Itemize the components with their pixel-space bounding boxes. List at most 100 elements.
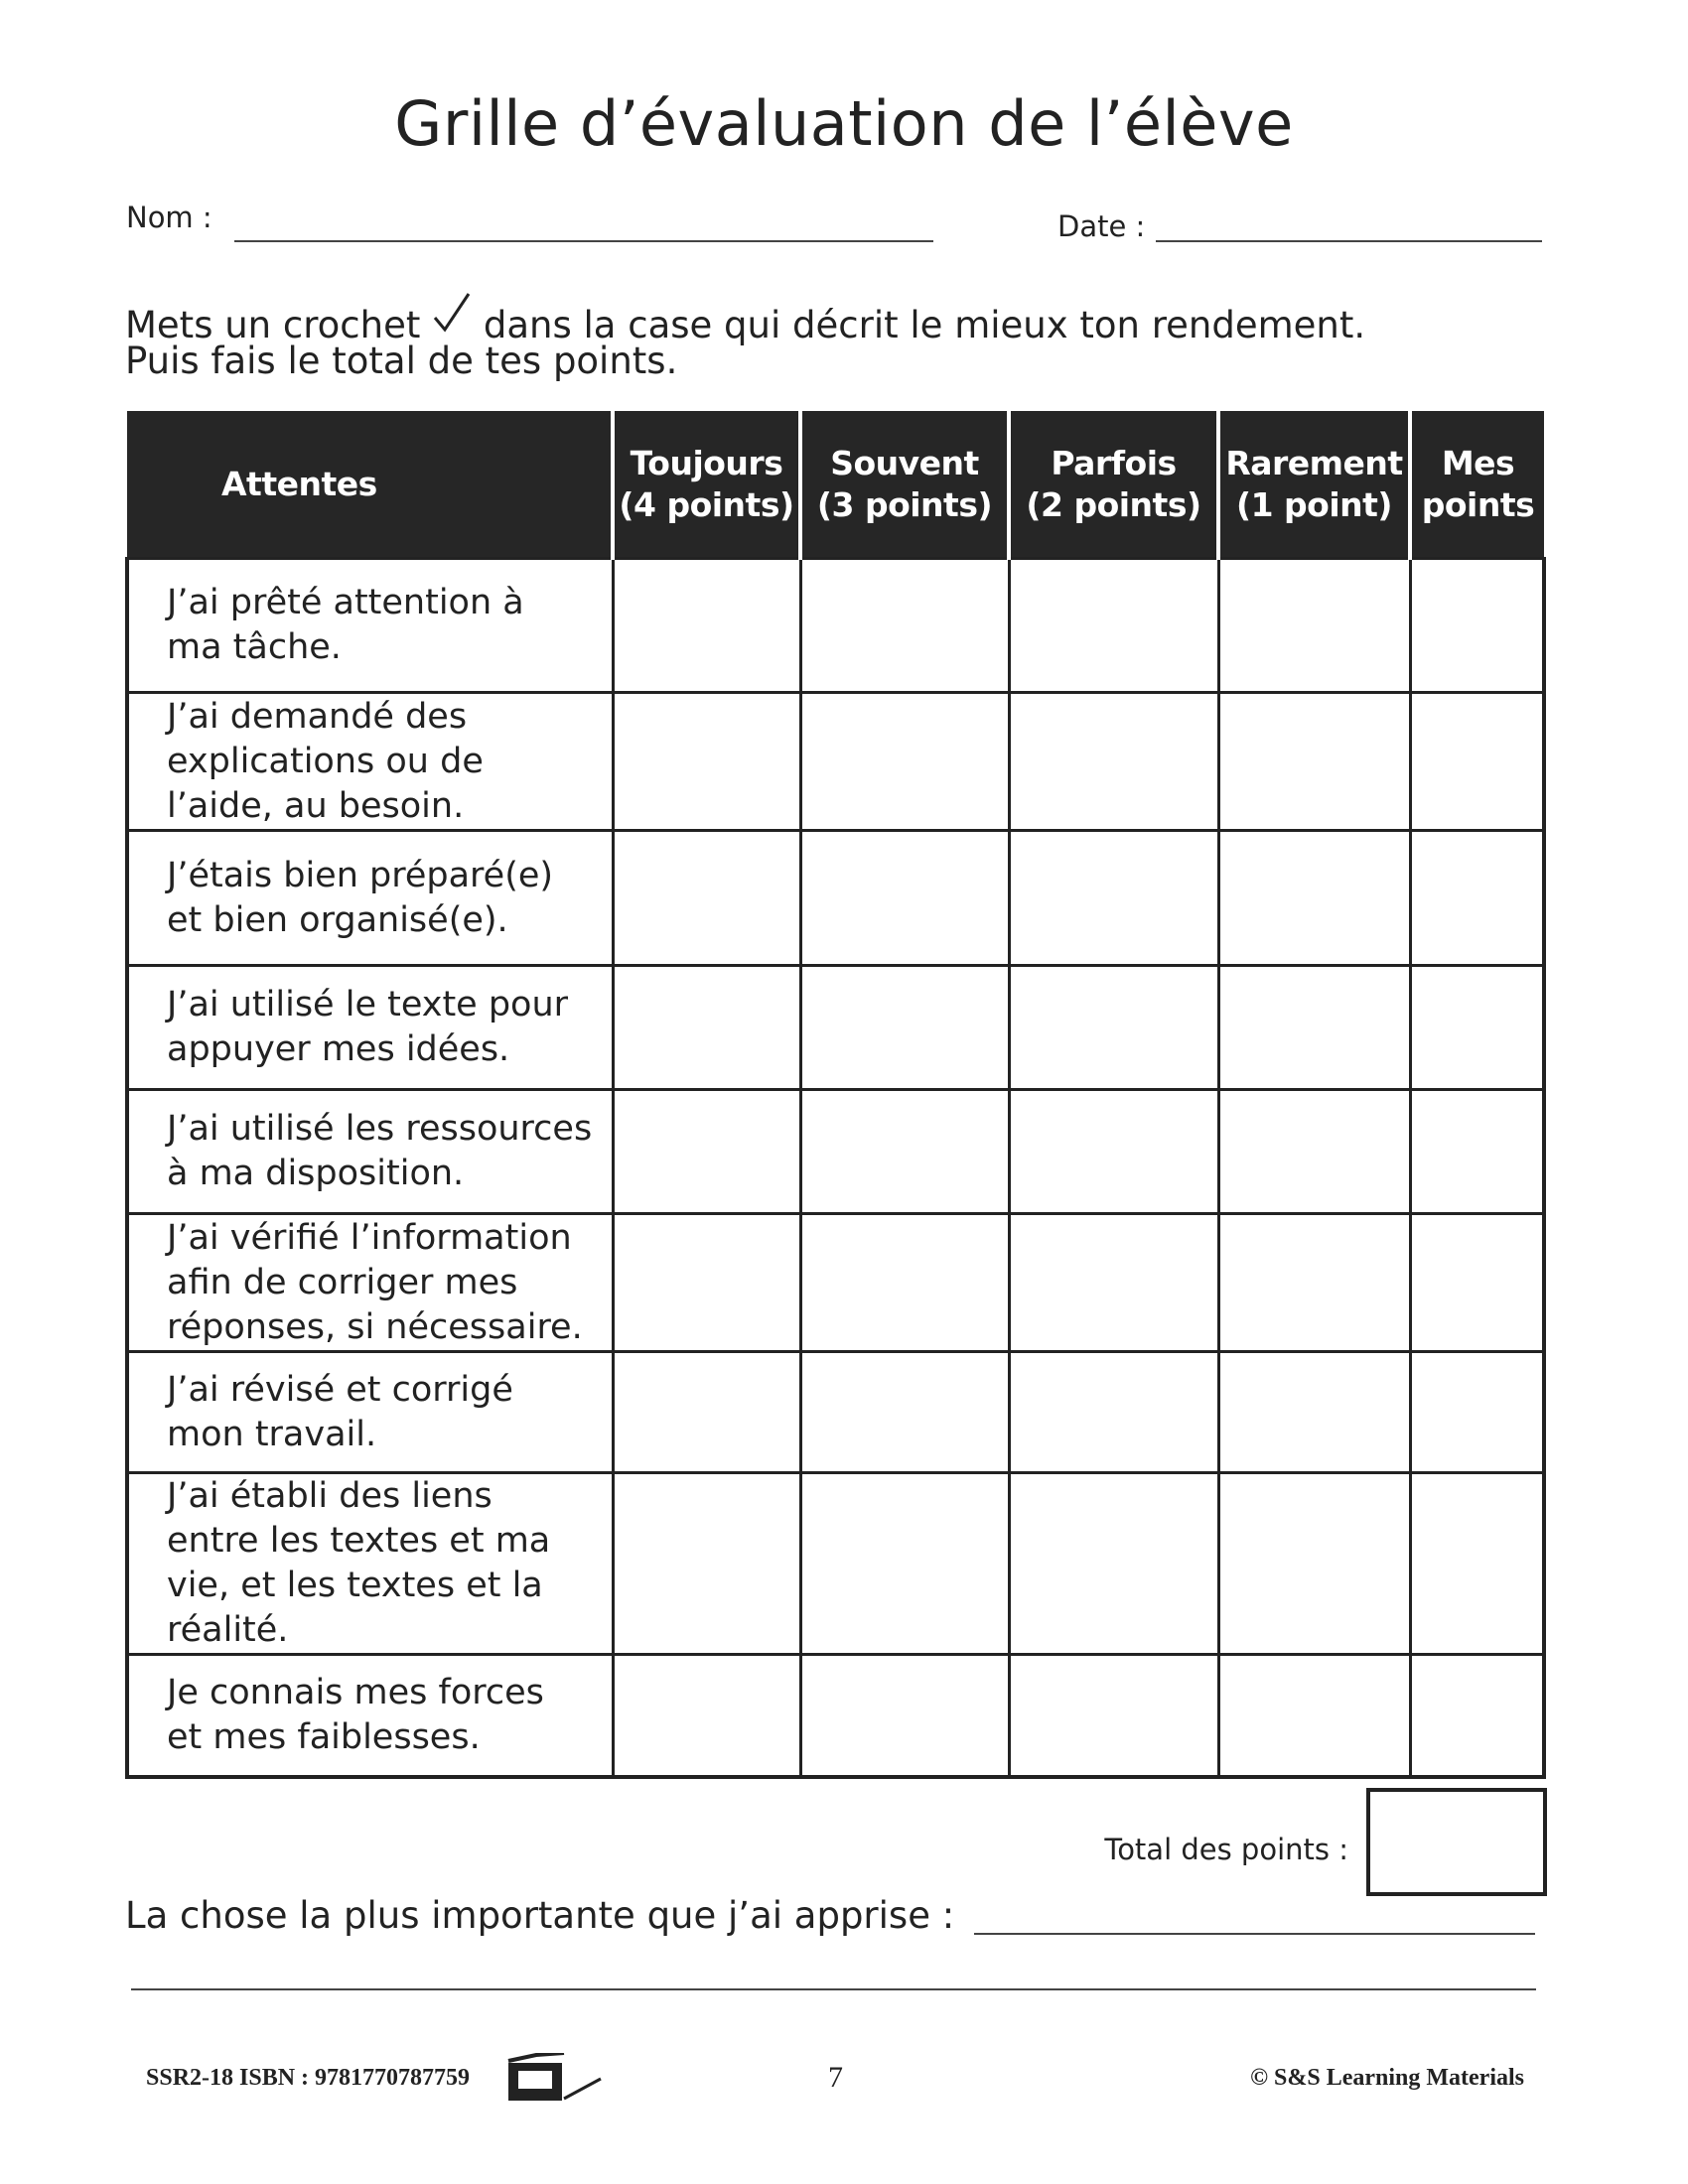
expectation-text: explications ou de: [167, 741, 484, 781]
rarement-checkbox-cell[interactable]: [1216, 691, 1412, 832]
table-row: Je connais mes forces et mes faiblesses.: [125, 1653, 1546, 1779]
expectation-cell: J’ai prêté attention à ma tâche.: [125, 557, 615, 694]
expectation-cell: J’étais bien préparé(e) et bien organisé(…: [125, 829, 615, 967]
mes-points-checkbox-cell[interactable]: [1408, 1653, 1546, 1779]
rarement-checkbox-cell[interactable]: [1216, 1653, 1412, 1779]
expectation-text: J’ai utilisé les ressources: [167, 1109, 593, 1149]
column-header-text: Parfois: [1051, 443, 1177, 482]
column-header-text: Mes: [1441, 443, 1515, 482]
toujours-checkbox-cell[interactable]: [611, 1653, 802, 1779]
parfois-checkbox-cell[interactable]: [1007, 1471, 1220, 1656]
column-header: Toujours (4 points): [611, 411, 800, 559]
expectation-text: Je connais mes forces: [167, 1672, 544, 1712]
souvent-checkbox-cell[interactable]: [798, 964, 1011, 1091]
mes-points-checkbox-cell[interactable]: [1408, 1471, 1546, 1656]
column-header: Rarement (1 point): [1216, 411, 1410, 559]
page-title: Grille d’évaluation de l’élève: [394, 87, 1294, 160]
date-field[interactable]: [1156, 240, 1542, 242]
toujours-checkbox-cell[interactable]: [611, 1212, 802, 1353]
expectation-text: et bien organisé(e).: [167, 899, 508, 940]
rarement-checkbox-cell[interactable]: [1216, 964, 1412, 1091]
expectation-text: à ma disposition.: [167, 1154, 465, 1193]
table-row: J’ai demandé des explications ou de l’aide…: [125, 691, 1546, 832]
rarement-checkbox-cell[interactable]: [1216, 829, 1412, 967]
toujours-checkbox-cell[interactable]: [611, 829, 802, 967]
learned-field-line-1[interactable]: [974, 1933, 1535, 1935]
toujours-checkbox-cell[interactable]: [611, 1350, 802, 1474]
rarement-checkbox-cell[interactable]: [1216, 1088, 1412, 1215]
total-points-box[interactable]: [1366, 1788, 1547, 1896]
learned-label: La chose la plus importante que j’ai app…: [125, 1894, 955, 1937]
expectation-text: ma tâche.: [167, 627, 342, 667]
souvent-checkbox-cell[interactable]: [798, 1212, 1011, 1353]
parfois-checkbox-cell[interactable]: [1007, 691, 1220, 832]
expectation-text: J’ai révisé et corrigé: [167, 1369, 513, 1410]
souvent-checkbox-cell[interactable]: [798, 1350, 1011, 1474]
rarement-checkbox-cell[interactable]: [1216, 1471, 1412, 1656]
table-row: J’ai vérifié l’information afin de corrig…: [125, 1212, 1546, 1353]
expectation-text: J’ai prêté attention à: [167, 583, 524, 622]
parfois-checkbox-cell[interactable]: [1007, 964, 1220, 1091]
name-label: Nom :: [126, 201, 212, 234]
parfois-checkbox-cell[interactable]: [1007, 1088, 1220, 1215]
column-header-text: Toujours: [630, 443, 783, 482]
column-header: Parfois (2 points): [1007, 411, 1218, 559]
instruction-text: Mets un crochet: [125, 304, 421, 346]
mes-points-checkbox-cell[interactable]: [1408, 964, 1546, 1091]
parfois-checkbox-cell[interactable]: [1007, 557, 1220, 694]
expectation-cell: J’ai utilisé les ressources à ma disposit…: [125, 1088, 615, 1215]
rarement-checkbox-cell[interactable]: [1216, 557, 1412, 694]
toujours-checkbox-cell[interactable]: [611, 964, 802, 1091]
date-label: Date :: [1057, 209, 1146, 243]
column-header-text: Souvent: [830, 443, 979, 482]
table-row: J’ai établi des liens entre les textes et…: [125, 1471, 1546, 1656]
rarement-checkbox-cell[interactable]: [1216, 1350, 1412, 1474]
expectation-cell: J’ai demandé des explications ou de l’aide…: [125, 691, 615, 832]
expectation-text: J’ai établi des liens: [167, 1476, 492, 1516]
expectation-text: réalité.: [167, 1610, 289, 1650]
mes-points-checkbox-cell[interactable]: [1408, 829, 1546, 967]
column-header-text: (2 points): [1026, 484, 1201, 524]
souvent-checkbox-cell[interactable]: [798, 1653, 1011, 1779]
column-header-text: (4 points): [619, 484, 794, 524]
expectation-text: afin de corriger mes: [167, 1262, 518, 1302]
toujours-checkbox-cell[interactable]: [611, 1088, 802, 1215]
parfois-checkbox-cell[interactable]: [1007, 1653, 1220, 1779]
column-header-text: Rarement: [1225, 443, 1403, 482]
instruction-line-1: Mets un crochet dans la case qui décrit …: [125, 290, 1365, 348]
mes-points-checkbox-cell[interactable]: [1408, 557, 1546, 694]
souvent-checkbox-cell[interactable]: [798, 691, 1011, 832]
column-header-text: points: [1421, 484, 1535, 524]
toujours-checkbox-cell[interactable]: [611, 557, 802, 694]
souvent-checkbox-cell[interactable]: [798, 1471, 1011, 1656]
column-header: Attentes: [127, 411, 613, 559]
expectation-text: J’étais bien préparé(e): [167, 855, 554, 895]
expectation-text: réponses, si nécessaire.: [167, 1306, 583, 1347]
rarement-checkbox-cell[interactable]: [1216, 1212, 1412, 1353]
parfois-checkbox-cell[interactable]: [1007, 1212, 1220, 1353]
souvent-checkbox-cell[interactable]: [798, 829, 1011, 967]
learned-field-line-2[interactable]: [131, 1988, 1536, 1990]
mes-points-checkbox-cell[interactable]: [1408, 1088, 1546, 1215]
parfois-checkbox-cell[interactable]: [1007, 829, 1220, 967]
footer-code: SSR2-18 ISBN : 9781770787759: [146, 2065, 471, 2091]
expectation-text: mon travail.: [167, 1414, 377, 1454]
header-row: Attentes Toujours (4 points) Souvent (3 poin…: [127, 411, 1544, 559]
mes-points-checkbox-cell[interactable]: [1408, 1350, 1546, 1474]
souvent-checkbox-cell[interactable]: [798, 557, 1011, 694]
souvent-checkbox-cell[interactable]: [798, 1088, 1011, 1215]
name-field[interactable]: [234, 240, 933, 242]
expectation-text: J’ai vérifié l’information: [167, 1217, 572, 1258]
table-row: J’ai révisé et corrigé mon travail.: [125, 1350, 1546, 1474]
expectation-cell: J’ai vérifié l’information afin de corrig…: [125, 1212, 615, 1353]
parfois-checkbox-cell[interactable]: [1007, 1350, 1220, 1474]
column-header: Mes points: [1408, 411, 1544, 559]
column-header-text: Attentes: [221, 464, 377, 503]
table-row: J’ai utilisé le texte pour appuyer mes id…: [125, 964, 1546, 1091]
toujours-checkbox-cell[interactable]: [611, 691, 802, 832]
mes-points-checkbox-cell[interactable]: [1408, 1212, 1546, 1353]
expectation-text: vie, et les textes et la: [167, 1566, 543, 1605]
mes-points-checkbox-cell[interactable]: [1408, 691, 1546, 832]
toujours-checkbox-cell[interactable]: [611, 1471, 802, 1656]
expectation-text: J’ai demandé des: [167, 696, 468, 737]
